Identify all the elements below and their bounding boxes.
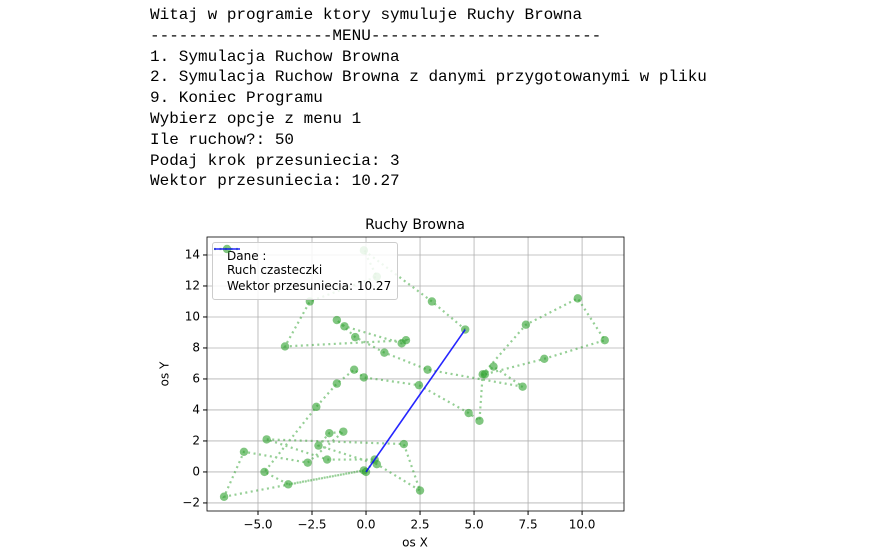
x-tick-label: 7.5: [519, 518, 538, 532]
data-point: [518, 382, 527, 391]
data-point: [322, 455, 332, 464]
data-point: [280, 342, 290, 351]
legend-label: Wektor przesuniecia: 10.27: [227, 279, 392, 293]
data-point: [427, 297, 437, 306]
x-tick-label: 10.0: [569, 518, 596, 532]
data-point: [573, 294, 582, 303]
y-tick-label: 10: [185, 309, 200, 323]
data-point: [414, 380, 424, 390]
y-tick-label: 12: [185, 278, 200, 292]
console-line: Ile ruchow?: 50: [150, 130, 295, 149]
x-tick-label: 0.0: [356, 518, 375, 532]
data-point: [540, 354, 549, 364]
data-point: [239, 447, 249, 456]
y-tick-label: 8: [192, 340, 200, 354]
data-point: [399, 439, 409, 449]
data-point: [380, 348, 389, 357]
data-point: [489, 362, 498, 371]
data-point: [314, 441, 323, 450]
data-point: [349, 365, 359, 374]
x-tick-label: 2.5: [410, 518, 429, 532]
y-tick-label: 2: [192, 433, 200, 447]
data-point: [600, 336, 609, 345]
data-point: [475, 416, 484, 426]
data-point: [325, 429, 334, 438]
data-point: [332, 315, 342, 325]
y-tick-label: 6: [192, 371, 200, 385]
data-point: [262, 435, 271, 444]
legend-item: Wektor przesuniecia: 10.27: [214, 248, 392, 293]
x-tick-label: 5.0: [465, 518, 484, 532]
console-line: Wybierz opcje z menu 1: [150, 109, 362, 128]
data-point: [401, 336, 411, 345]
console-line: 2. Symulacja Ruchow Browna z danymi przy…: [150, 68, 707, 87]
data-point: [423, 365, 432, 374]
console-line: -------------------MENU-----------------…: [150, 26, 602, 45]
x-tick-label: −5.0: [243, 518, 272, 532]
y-axis-label: os Y: [158, 361, 172, 386]
console-line: Witaj w programie ktory symuluje Ruchy B…: [150, 6, 583, 24]
data-point: [340, 322, 349, 331]
data-point: [351, 332, 360, 342]
console-line: 1. Symulacja Ruchow Browna: [150, 47, 400, 66]
legend: Dane : Ruch czasteczki Wektor przesunieci…: [212, 242, 399, 300]
data-point: [521, 320, 531, 329]
data-point: [480, 370, 490, 379]
legend-item: Dane : Ruch czasteczki: [214, 244, 391, 277]
data-point: [372, 459, 382, 469]
data-point: [219, 492, 229, 501]
console-line: Wektor przesuniecia: 10.27: [150, 172, 400, 191]
data-point: [312, 402, 321, 412]
y-tick-label: 4: [192, 402, 200, 416]
x-tick-label: −2.5: [297, 518, 326, 532]
data-point: [359, 373, 369, 382]
data-point: [332, 379, 342, 388]
y-tick-label: 0: [192, 464, 200, 478]
data-point: [464, 408, 473, 418]
legend-swatch: [214, 248, 240, 250]
console-line: Podaj krok przesuniecia: 3: [150, 151, 400, 170]
data-point: [284, 480, 293, 489]
legend-label: Dane : Ruch czasteczki: [227, 249, 323, 277]
y-tick-label: 14: [185, 247, 200, 261]
chart-title: Ruchy Browna: [365, 217, 465, 233]
data-point: [415, 486, 425, 495]
series-line: [365, 329, 466, 473]
data-point: [359, 466, 369, 475]
y-tick-label: −2: [182, 495, 200, 509]
console: Witaj w programie ktory symuluje Ruchy B…: [150, 5, 707, 192]
data-point: [339, 427, 348, 436]
data-point: [303, 458, 312, 467]
plot-frame: [206, 236, 625, 512]
data-point: [260, 467, 269, 477]
x-axis-label: os X: [402, 536, 428, 550]
console-line: 9. Koniec Programu: [150, 89, 323, 108]
